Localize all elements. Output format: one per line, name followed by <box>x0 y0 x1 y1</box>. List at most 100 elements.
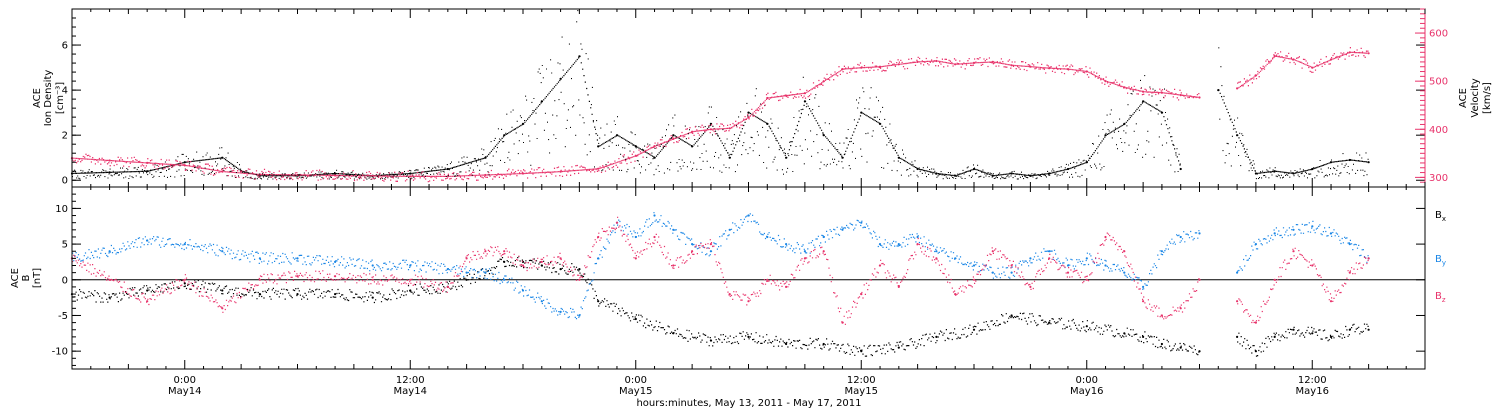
top-x-axis <box>71 9 1426 187</box>
bottom-by-point <box>1010 271 1013 274</box>
top-panel: 0 2 4 6 300 400 500 600 ACE Ion Density [cm⁻³]… <box>32 8 1493 188</box>
legend-entry-y: By <box>1435 254 1446 267</box>
bottom-by-point <box>935 250 938 253</box>
bottom-bz-point <box>1142 300 1145 303</box>
bottom-bz-point <box>1029 285 1032 288</box>
top-right-axis: 300 400 500 600 <box>1415 8 1448 187</box>
top-right-label-line-2: Velocity <box>1470 78 1481 117</box>
bottom-bx-point <box>1236 335 1239 338</box>
bottom-bx-point <box>935 335 938 338</box>
bottom-bz-point <box>183 278 186 281</box>
bottom-by-point <box>841 228 844 231</box>
legend-subscript: y <box>1442 259 1446 267</box>
x-tick-date-label: May14 <box>168 386 201 397</box>
bottom-bz-point <box>371 278 374 281</box>
top-left-tick-label: 4 <box>62 86 68 97</box>
bottom-by-point <box>1292 228 1295 231</box>
top-right-tick-label: 600 <box>1429 29 1448 40</box>
x-axis-title: hours:minutes, May 13, 2011 - May 17, 20… <box>636 398 861 409</box>
bottom-bx-point <box>1329 335 1333 338</box>
bottom-by-point <box>183 243 186 246</box>
top-velocity-series <box>70 51 1370 178</box>
top-right-label-line-1: ACE <box>1458 88 1469 108</box>
bottom-by-point <box>1198 232 1201 235</box>
bottom-bx-point <box>597 300 600 303</box>
bottom-bz-point <box>634 257 637 260</box>
top-velocity-scatter <box>72 51 1369 177</box>
bottom-left-tick-label: 10 <box>55 204 68 215</box>
bottom-bx-point <box>296 293 299 296</box>
bottom-bz-point <box>615 221 619 224</box>
bottom-by-point <box>1160 250 1163 253</box>
bottom-by-point <box>1311 225 1314 228</box>
bottom-panel-series <box>70 212 1370 357</box>
bottom-by-point <box>371 264 374 267</box>
bottom-bz-point <box>1292 250 1295 253</box>
bottom-bz-point <box>972 278 976 281</box>
bottom-bz-point <box>747 300 750 303</box>
bottom-by-series <box>70 212 1370 320</box>
bottom-bx-point <box>634 317 637 321</box>
bottom-left-axis: -10 -5 0 5 10 <box>52 186 1425 366</box>
bottom-bx-point <box>108 296 111 299</box>
top-panel-frame <box>71 8 1426 188</box>
top-left-label-line-1: ACE <box>32 88 43 108</box>
x-tick-time-label: 12:00 <box>396 375 425 386</box>
bottom-bz-point <box>991 250 994 253</box>
bottom-bx-point <box>1292 328 1295 331</box>
bottom-bx-point <box>1085 325 1088 328</box>
bottom-bz-point <box>1329 300 1333 303</box>
legend-entry-x: Bx <box>1435 210 1446 223</box>
bottom-by-point <box>916 235 919 239</box>
top-left-tick-label: 6 <box>62 41 68 52</box>
bottom-bx-point <box>1311 332 1314 335</box>
legend-main-letter: B <box>1435 254 1442 265</box>
bottom-by-point <box>897 243 900 246</box>
top-ion-density-point <box>1179 167 1182 171</box>
bottom-left-tick-label: -10 <box>52 347 68 358</box>
bottom-bx-point <box>221 289 224 292</box>
bottom-bx-point <box>1160 342 1163 346</box>
bottom-bz-point <box>954 293 957 296</box>
bottom-by-point <box>484 271 487 274</box>
bottom-bx-point <box>334 293 337 296</box>
bottom-bz-point <box>578 278 581 281</box>
top-velocity-noise <box>72 47 1369 183</box>
bottom-bx-point <box>1367 328 1370 331</box>
bottom-bx-point <box>1179 346 1182 349</box>
bottom-bz-point <box>484 250 487 253</box>
bottom-bz-series <box>70 216 1370 325</box>
bottom-bz-point <box>540 260 543 263</box>
bottom-bx-point <box>1048 321 1051 324</box>
top-left-label-line-2: Ion Density <box>43 70 54 127</box>
bottom-bz-point <box>766 278 769 281</box>
bottom-by-point <box>1273 232 1276 235</box>
top-panel-series <box>70 8 1370 183</box>
bottom-bx-point <box>1273 335 1276 338</box>
bottom-by-point <box>878 243 882 246</box>
bottom-by-point <box>1104 264 1107 267</box>
top-velocity-scatter-extra <box>72 47 1369 183</box>
bottom-bz-point <box>409 278 412 281</box>
top-left-tick-label: 2 <box>62 131 68 142</box>
time-axis-labels: 0:00May1412:00May140:00May1512:00May150:… <box>168 375 1329 397</box>
legend-main-letter: B <box>1435 210 1442 221</box>
bottom-by-point <box>785 243 788 246</box>
bottom-by-point <box>1142 285 1145 288</box>
bottom-bx-point <box>183 282 186 285</box>
bottom-by-point <box>972 264 976 267</box>
bottom-bz-point <box>1367 257 1370 260</box>
top-right-label-line-3: [km/s] <box>1482 82 1493 114</box>
legend-main-letter: B <box>1435 291 1442 302</box>
x-tick-time-label: 0:00 <box>1076 375 1098 386</box>
bottom-bz-point <box>1104 235 1107 239</box>
bottom-left-label-line-2: B <box>21 274 32 281</box>
bottom-by-scatter <box>72 212 1369 320</box>
bottom-left-label-line-3: [nT] <box>32 268 43 288</box>
bottom-by-point <box>296 257 299 260</box>
bottom-by-point <box>803 250 807 253</box>
bottom-by-point <box>653 214 656 217</box>
x-tick-time-label: 0:00 <box>625 375 647 386</box>
